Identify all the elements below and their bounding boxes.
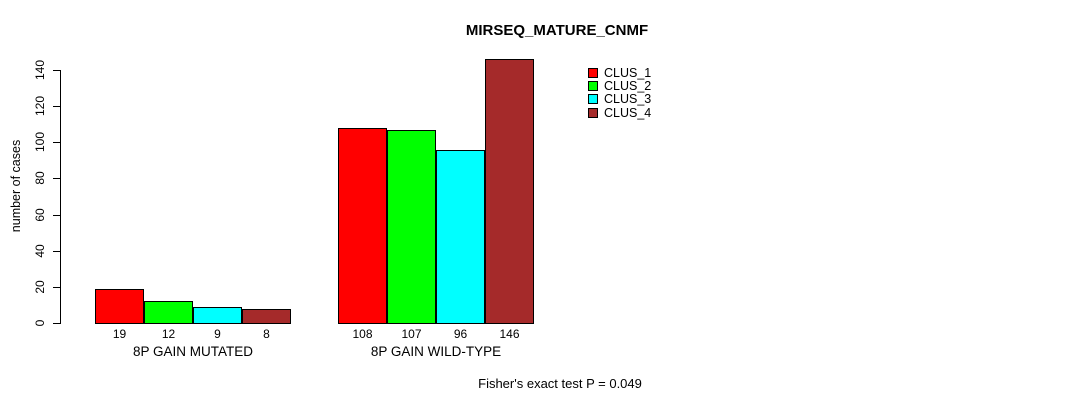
legend-label: CLUS_2 — [604, 79, 652, 94]
y-tick — [53, 178, 60, 180]
legend-swatch — [588, 107, 598, 118]
group-label: 8P GAIN WILD-TYPE — [370, 344, 502, 359]
y-tick-label-text: 140 — [33, 59, 47, 81]
y-tick-label-text: 120 — [33, 96, 47, 117]
chart-title: MIRSEQ_MATURE_CNMF — [465, 22, 649, 39]
bar-value-label: 8 — [263, 327, 270, 341]
y-axis-line — [60, 70, 61, 324]
legend-item: CLUS_4 — [588, 105, 652, 120]
y-tick — [53, 106, 60, 108]
bar-value-label: 19 — [112, 327, 127, 341]
bar — [436, 149, 485, 324]
bar-value-label: 107 — [401, 327, 422, 341]
bar-value-label: 108 — [352, 327, 373, 341]
legend-item: CLUS_1 — [588, 65, 652, 80]
y-tick — [53, 286, 60, 288]
legend-label: CLUS_3 — [604, 92, 652, 107]
bar-value-label: 9 — [214, 327, 221, 341]
legend-item: CLUS_3 — [588, 92, 652, 107]
annotation-text: Fisher's exact test P = 0.049 — [478, 376, 642, 391]
y-tick — [53, 70, 60, 71]
y-axis-title-text: number of cases — [9, 139, 23, 233]
y-tick-label-text: 80 — [33, 171, 47, 186]
y-tick — [53, 142, 60, 144]
group-label: 8P GAIN MUTATED — [132, 344, 254, 359]
y-tick-label-text: 20 — [33, 280, 47, 294]
bar — [485, 59, 534, 324]
legend-label: CLUS_1 — [604, 65, 652, 80]
y-tick — [53, 250, 60, 252]
y-tick-label-text: 60 — [33, 207, 47, 222]
legend-swatch — [588, 67, 598, 78]
bar — [242, 308, 291, 324]
legend-item: CLUS_2 — [588, 79, 652, 94]
bar — [95, 288, 144, 324]
legend-swatch — [588, 94, 598, 105]
bar-value-label: 96 — [453, 327, 468, 341]
legend: CLUS_1 CLUS_2 CLUS_3 CLUS_4 — [588, 66, 651, 120]
legend-swatch — [588, 81, 598, 92]
legend-label: CLUS_4 — [604, 105, 652, 120]
y-tick — [53, 214, 60, 216]
y-tick-label-text: 40 — [33, 244, 47, 258]
bar-value-label: 12 — [161, 327, 176, 341]
bar — [144, 301, 193, 324]
bar — [338, 127, 387, 324]
bar-value-label: 146 — [499, 327, 520, 341]
y-tick-label-text: 0 — [33, 319, 47, 327]
y-tick — [53, 323, 60, 324]
y-tick-label-text: 100 — [33, 132, 47, 153]
bar — [387, 129, 436, 324]
bar — [193, 306, 242, 324]
